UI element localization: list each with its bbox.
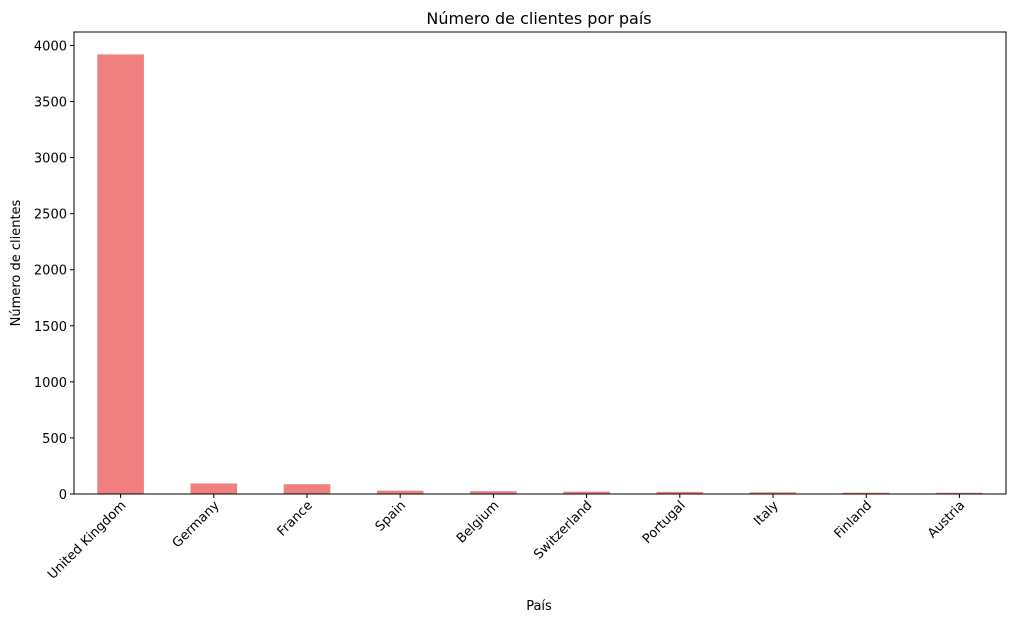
y-tick-label: 2000 — [34, 264, 67, 279]
bar-italy — [749, 492, 797, 494]
bar-austria — [936, 492, 983, 494]
x-axis-label: País — [526, 599, 552, 614]
plot-frame — [73, 31, 1007, 495]
bar-finland — [842, 492, 890, 494]
x-tick-label: Finland — [832, 498, 875, 541]
x-tick-label: Belgium — [454, 498, 502, 546]
y-tick-label: 3000 — [34, 152, 67, 167]
x-tick-label: United Kingdom — [45, 498, 129, 582]
y-tick-label: 1000 — [34, 376, 67, 391]
bar-france — [283, 484, 331, 494]
y-axis-label: Número de clientes — [9, 199, 24, 326]
bar-germany — [190, 483, 238, 494]
y-tick-label: 2500 — [34, 208, 67, 223]
x-axis: United Kingdom Germany France Spain Belgium S… — [45, 494, 968, 583]
x-tick-label: France — [275, 498, 316, 539]
y-tick-label: 4000 — [34, 39, 67, 54]
chart-title: Número de clientes por país — [426, 9, 651, 28]
bar-united-kingdom — [97, 54, 144, 494]
y-axis: 0 500 1000 1500 2000 2500 3000 3500 4000 — [34, 39, 74, 503]
y-tick-label: 3500 — [34, 96, 67, 111]
bar-spain — [376, 490, 424, 494]
bars-group — [97, 54, 983, 494]
x-tick-label: Portugal — [640, 498, 689, 547]
x-tick-label: Italy — [751, 498, 782, 529]
y-tick-label: 1500 — [34, 320, 67, 335]
bar-portugal — [656, 491, 704, 494]
y-tick-label: 0 — [59, 488, 67, 503]
x-tick-label: Switzerland — [531, 498, 595, 562]
x-tick-label: Spain — [373, 498, 409, 534]
x-tick-label: Austria — [925, 498, 968, 541]
y-tick-label: 500 — [42, 432, 67, 447]
x-tick-label: Germany — [170, 498, 223, 551]
bar-switzerland — [563, 491, 610, 494]
bar-belgium — [470, 491, 517, 494]
